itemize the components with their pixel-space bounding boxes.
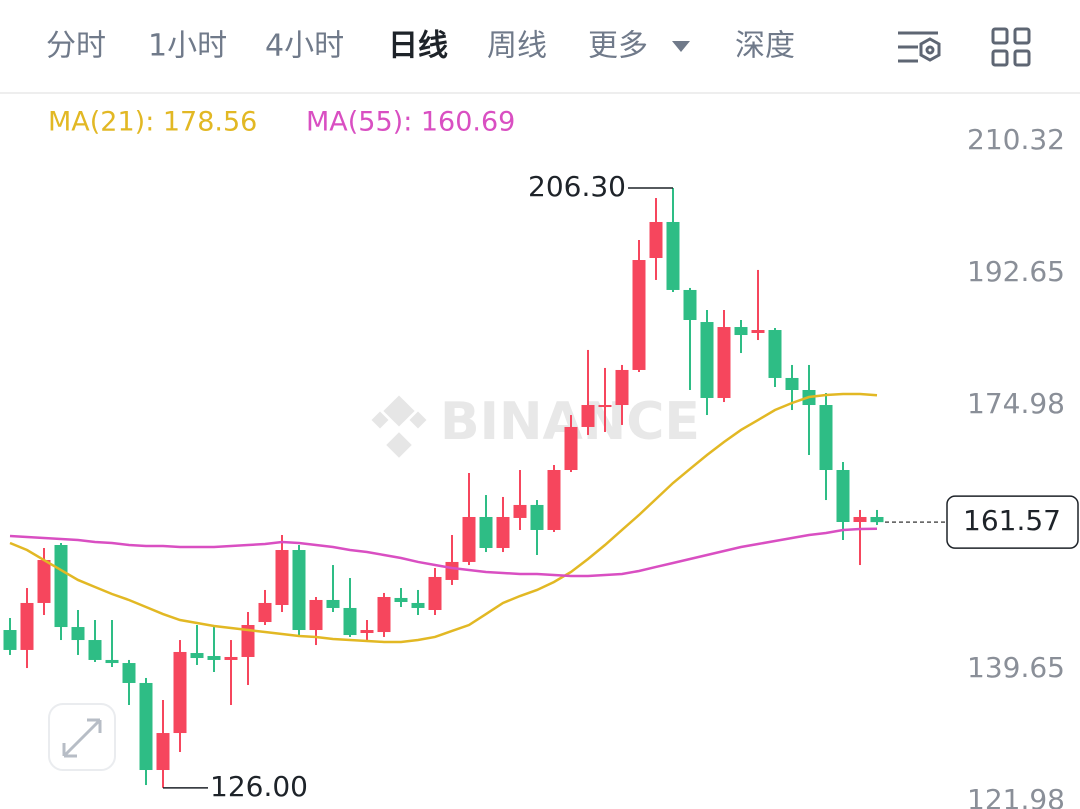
candle-body [309,599,323,631]
ma-line [9,392,878,644]
candle-body [853,516,867,522]
candle-body [292,550,306,631]
candle-body [88,640,102,660]
annotation-label: 206.30 [528,170,626,203]
layout-icon[interactable] [991,27,1031,67]
candle-body [564,426,578,471]
candle-body [751,330,765,333]
candle-body [717,327,731,398]
candle-body [20,602,34,650]
legend-entry: MA(21): 178.56 [48,107,257,138]
candle-body [479,516,493,548]
candle-body [377,596,391,633]
candle-body [207,656,221,660]
tab[interactable]: 深度 [735,29,795,64]
candle-body [581,405,595,427]
candle-body [105,659,119,664]
expand-button[interactable] [48,703,116,771]
candle-body [71,627,85,641]
candle-body [122,663,136,683]
candle-body [258,602,272,623]
watermark-logo [371,395,427,458]
candle-body [513,504,527,518]
candle-body [326,599,340,608]
y-tick-label: 121.98 [967,783,1065,809]
y-tick-label: 210.32 [967,123,1065,156]
candle-body [819,405,833,471]
last-price-box [946,495,1079,549]
candle-body [241,625,255,657]
candle-body [785,377,799,390]
tab[interactable]: 周线 [487,29,547,64]
candle-body [3,630,17,650]
candle-body [156,733,170,771]
candle-body [224,656,238,660]
tab[interactable]: 更多 [588,29,648,64]
candle-body [632,260,646,370]
candle-body [768,330,782,378]
candle-body [37,560,51,603]
candle-body [343,607,357,636]
last-price-label: 161.57 [963,504,1061,537]
tab[interactable]: 日线 [388,29,448,64]
candle-body [275,550,289,605]
candle-body [445,561,459,580]
candle-body [649,221,663,258]
candle-body [428,576,442,610]
tab[interactable]: 分时 [46,29,106,64]
candle-body [547,470,561,530]
y-tick-label: 192.65 [967,255,1065,288]
candle-body [411,602,425,608]
dropdown-arrow[interactable] [672,41,690,52]
y-tick-label: 139.65 [967,651,1065,684]
legend-entry: MA(55): 160.69 [306,107,515,138]
candle-body [598,405,612,408]
indicator-settings-icon[interactable] [898,31,941,63]
candle-body [666,221,680,290]
ma-line [9,527,878,578]
candle-body [700,322,714,398]
candle-body [836,470,850,522]
candle-body [734,327,748,336]
candle-body [54,545,68,628]
tab[interactable]: 1小时 [148,29,227,64]
candle-body [139,682,153,771]
candle-body [173,651,187,734]
candle-body [615,369,629,406]
candle-body [683,289,697,321]
candle-body [530,504,544,530]
candle-body [496,516,510,548]
chart: BINANCE210.32192.65174.98157.32139.65121… [3,107,1079,809]
candle-body [190,653,204,659]
annotation-label: 126.00 [210,770,308,803]
candle-body [462,516,476,562]
candle-body [394,597,408,603]
candle-body [870,516,884,523]
y-tick-label: 174.98 [967,387,1065,420]
candle-body [360,630,374,634]
tab[interactable]: 4小时 [265,29,344,64]
